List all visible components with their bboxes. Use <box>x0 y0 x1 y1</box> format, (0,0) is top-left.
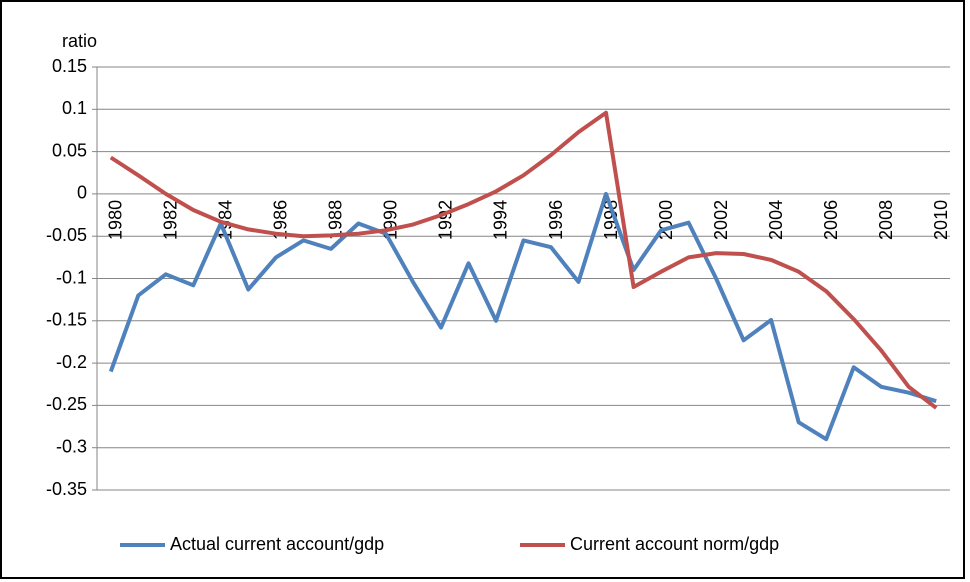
y-tick-label: 0.15 <box>52 56 87 76</box>
x-tick-label: 1988 <box>326 200 346 240</box>
x-tick-label: 1996 <box>546 200 566 240</box>
x-tick-label: 1998 <box>601 200 621 240</box>
x-tick-label: 2006 <box>821 200 841 240</box>
y-tick-label: -0.05 <box>46 225 87 245</box>
x-tick-label: 1992 <box>436 200 456 240</box>
legend-label: Actual current account/gdp <box>170 534 384 554</box>
x-tick-label: 2008 <box>876 200 896 240</box>
y-tick-label: -0.1 <box>56 267 87 287</box>
y-tick-label: -0.35 <box>46 479 87 499</box>
x-tick-label: 1980 <box>106 200 126 240</box>
series-line <box>109 110 938 410</box>
x-tick-label: 1982 <box>161 200 181 240</box>
y-tick-label: -0.25 <box>46 394 87 414</box>
y-tick-label: -0.2 <box>56 352 87 372</box>
y-axis-label: ratio <box>62 31 97 51</box>
y-tick-label: 0 <box>77 183 87 203</box>
x-tick-label: 1984 <box>216 200 236 240</box>
series-line <box>108 191 937 442</box>
legend-label: Current account norm/gdp <box>570 534 779 554</box>
x-tick-label: 2002 <box>711 200 731 240</box>
x-tick-label: 1986 <box>271 200 291 240</box>
y-tick-label: 0.05 <box>52 140 87 160</box>
x-tick-label: 2010 <box>931 200 951 240</box>
x-tick-label: 1994 <box>491 200 511 240</box>
y-tick-label: 0.1 <box>62 98 87 118</box>
y-tick-label: -0.15 <box>46 310 87 330</box>
x-tick-label: 2004 <box>766 200 786 240</box>
y-tick-label: -0.3 <box>56 436 87 456</box>
